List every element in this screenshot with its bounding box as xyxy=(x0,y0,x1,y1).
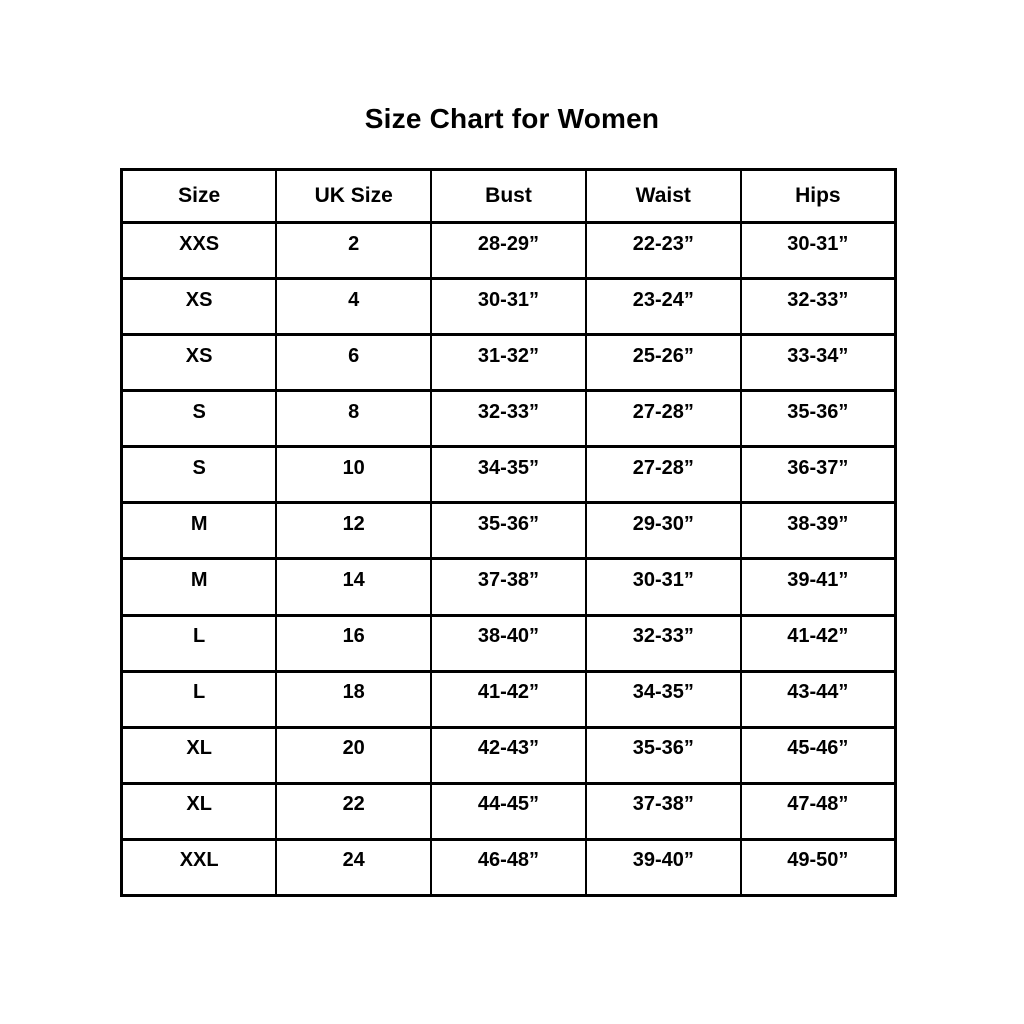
cell-bust: 35-36” xyxy=(430,501,587,561)
header-size: Size xyxy=(120,168,278,224)
table-row: XXL 24 46-48” 39-40” 49-50” xyxy=(120,837,897,898)
header-waist: Waist xyxy=(584,168,742,224)
cell-bust: 42-43” xyxy=(430,725,587,785)
cell-size: XL xyxy=(120,781,278,841)
size-chart-table: Size UK Size Bust Waist Hips XXS 2 28-29… xyxy=(120,168,897,898)
cell-bust: 41-42” xyxy=(430,669,587,729)
cell-uk: 10 xyxy=(275,445,433,505)
cell-waist: 27-28” xyxy=(584,445,742,505)
table-row: L 16 38-40” 32-33” 41-42” xyxy=(120,613,897,673)
cell-size: XS xyxy=(120,277,278,337)
cell-hips: 39-41” xyxy=(739,557,897,617)
table-row: M 14 37-38” 30-31” 39-41” xyxy=(120,557,897,617)
cell-hips: 30-31” xyxy=(739,220,897,281)
table-row: XS 4 30-31” 23-24” 32-33” xyxy=(120,277,897,337)
cell-size: XS xyxy=(120,333,278,393)
cell-uk: 4 xyxy=(275,277,433,337)
cell-hips: 49-50” xyxy=(739,837,897,898)
cell-bust: 32-33” xyxy=(430,389,587,449)
table-row: L 18 41-42” 34-35” 43-44” xyxy=(120,669,897,729)
cell-hips: 43-44” xyxy=(739,669,897,729)
table-row: XL 20 42-43” 35-36” 45-46” xyxy=(120,725,897,785)
cell-waist: 25-26” xyxy=(584,333,742,393)
cell-hips: 45-46” xyxy=(739,725,897,785)
cell-hips: 36-37” xyxy=(739,445,897,505)
cell-size: M xyxy=(120,501,278,561)
table-header-row: Size UK Size Bust Waist Hips xyxy=(120,168,897,224)
cell-uk: 8 xyxy=(275,389,433,449)
cell-size: S xyxy=(120,445,278,505)
cell-uk: 2 xyxy=(275,220,433,281)
table-row: S 10 34-35” 27-28” 36-37” xyxy=(120,445,897,505)
cell-hips: 38-39” xyxy=(739,501,897,561)
header-uk-size: UK Size xyxy=(275,168,433,224)
cell-size: S xyxy=(120,389,278,449)
header-bust: Bust xyxy=(430,168,587,224)
cell-hips: 47-48” xyxy=(739,781,897,841)
cell-uk: 18 xyxy=(275,669,433,729)
cell-hips: 33-34” xyxy=(739,333,897,393)
cell-hips: 32-33” xyxy=(739,277,897,337)
table-row: XXS 2 28-29” 22-23” 30-31” xyxy=(120,220,897,281)
page-title: Size Chart for Women xyxy=(364,103,660,134)
cell-waist: 39-40” xyxy=(584,837,742,898)
cell-uk: 16 xyxy=(275,613,433,673)
cell-bust: 37-38” xyxy=(430,557,587,617)
cell-uk: 14 xyxy=(275,557,433,617)
cell-uk: 20 xyxy=(275,725,433,785)
cell-waist: 34-35” xyxy=(584,669,742,729)
cell-hips: 41-42” xyxy=(739,613,897,673)
table-row: S 8 32-33” 27-28” 35-36” xyxy=(120,389,897,449)
cell-uk: 22 xyxy=(275,781,433,841)
cell-bust: 44-45” xyxy=(430,781,587,841)
cell-waist: 22-23” xyxy=(584,220,742,281)
cell-size: XL xyxy=(120,725,278,785)
cell-hips: 35-36” xyxy=(739,389,897,449)
table-row: M 12 35-36” 29-30” 38-39” xyxy=(120,501,897,561)
cell-uk: 6 xyxy=(275,333,433,393)
cell-bust: 46-48” xyxy=(430,837,587,898)
cell-waist: 23-24” xyxy=(584,277,742,337)
cell-uk: 24 xyxy=(275,837,433,898)
cell-waist: 27-28” xyxy=(584,389,742,449)
cell-uk: 12 xyxy=(275,501,433,561)
cell-size: L xyxy=(120,613,278,673)
cell-waist: 35-36” xyxy=(584,725,742,785)
cell-waist: 30-31” xyxy=(584,557,742,617)
cell-bust: 30-31” xyxy=(430,277,587,337)
cell-bust: 28-29” xyxy=(430,220,587,281)
cell-size: L xyxy=(120,669,278,729)
cell-bust: 38-40” xyxy=(430,613,587,673)
cell-size: XXS xyxy=(120,220,278,281)
cell-size: M xyxy=(120,557,278,617)
cell-waist: 29-30” xyxy=(584,501,742,561)
cell-bust: 34-35” xyxy=(430,445,587,505)
header-hips: Hips xyxy=(739,168,897,224)
table-row: XS 6 31-32” 25-26” 33-34” xyxy=(120,333,897,393)
table-row: XL 22 44-45” 37-38” 47-48” xyxy=(120,781,897,841)
cell-waist: 32-33” xyxy=(584,613,742,673)
cell-size: XXL xyxy=(120,837,278,898)
cell-bust: 31-32” xyxy=(430,333,587,393)
cell-waist: 37-38” xyxy=(584,781,742,841)
